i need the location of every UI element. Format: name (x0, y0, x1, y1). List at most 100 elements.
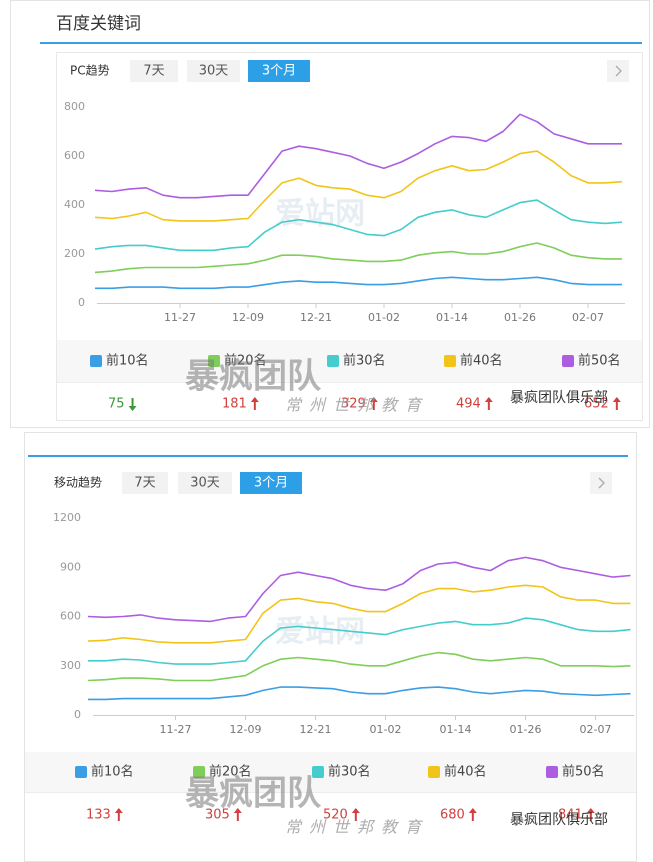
legend-label: 前50名 (562, 764, 605, 780)
y-tick-label: 400 (64, 198, 85, 211)
y-tick-label: 300 (60, 659, 81, 672)
tab-label[interactable]: 3个月 (262, 64, 296, 79)
legend-swatch (562, 355, 574, 367)
legend-label: 前20名 (224, 353, 267, 369)
series-line (94, 113, 622, 199)
x-tick-label: 12-21 (300, 723, 332, 736)
trend-arrow-head (233, 808, 242, 813)
y-tick-label: 600 (64, 149, 85, 162)
legend-swatch (444, 355, 456, 367)
next-button[interactable] (607, 60, 629, 82)
legend-row (57, 340, 642, 382)
legend-swatch (75, 766, 87, 778)
tab[interactable] (248, 60, 310, 82)
x-tick-label: 01-02 (370, 723, 402, 736)
series-line (87, 651, 631, 682)
x-tick-label: 11-27 (160, 723, 192, 736)
legend-swatch (546, 766, 558, 778)
watermark: 常州世邦教育 (285, 396, 429, 415)
trend-arrow-head (250, 397, 259, 402)
legend-swatch (90, 355, 102, 367)
legend-label: 前40名 (460, 353, 503, 369)
legend-label: 前10名 (91, 764, 134, 780)
x-tick-label: 01-02 (368, 311, 400, 324)
tab-label[interactable]: 7天 (143, 64, 164, 79)
series-line (88, 686, 631, 701)
next-button[interactable] (590, 472, 612, 494)
x-tick-label: 12-21 (300, 311, 332, 324)
series-line (94, 150, 623, 222)
legend-row (25, 752, 636, 792)
series-line (94, 199, 623, 252)
series-line (87, 556, 631, 623)
tab[interactable] (178, 472, 232, 494)
y-tick-label: 200 (64, 247, 85, 260)
next-arrow (598, 477, 605, 489)
tab-label[interactable]: 30天 (190, 476, 220, 491)
panel-label: PC趋势 (70, 64, 110, 78)
x-tick-label: 01-14 (440, 723, 472, 736)
tab[interactable] (122, 472, 168, 494)
x-tick-label: 12-09 (230, 723, 262, 736)
x-tick-label: 02-07 (580, 723, 612, 736)
legend-swatch (327, 355, 339, 367)
watermark: 常州世邦教育 (285, 818, 429, 837)
trend-arrow-head (351, 808, 360, 813)
watermark: 暴疯团队 (185, 774, 322, 814)
tab-label[interactable]: 7天 (134, 476, 155, 491)
trend-arrow-head (369, 397, 378, 402)
trend-arrow-head (114, 808, 123, 813)
latest-value: 680 (440, 808, 465, 823)
tab[interactable] (130, 60, 178, 82)
series-line (95, 276, 622, 290)
latest-value: 75 (108, 397, 125, 412)
latest-value: 181 (222, 397, 247, 412)
latest-value: 652 (584, 397, 609, 412)
y-tick-label: 0 (74, 708, 81, 721)
legend-swatch (312, 766, 324, 778)
latest-value: 520 (323, 808, 348, 823)
tab-label[interactable]: 3个月 (254, 476, 288, 491)
legend-label: 前30名 (328, 764, 371, 780)
legend-label: 前40名 (444, 764, 487, 780)
trend-arrow-head (586, 808, 595, 813)
latest-value: 329 (341, 397, 366, 412)
tab[interactable] (240, 472, 302, 494)
x-tick-label: 02-07 (572, 311, 604, 324)
panel-label: 移动趋势 (54, 476, 102, 490)
latest-value: 494 (456, 397, 481, 412)
tab[interactable] (187, 60, 240, 82)
watermark: 暴疯团队俱乐部 (510, 390, 608, 406)
x-tick-label: 12-09 (232, 311, 264, 324)
chart-watermark: 爱站网 (275, 197, 365, 232)
legend-label: 前10名 (106, 353, 149, 369)
legend-label: 前20名 (209, 764, 252, 780)
watermark: 暴疯团队俱乐部 (510, 812, 608, 828)
page-title: 百度关键词 (56, 14, 141, 34)
latest-value: 841 (558, 808, 583, 823)
next-arrow (615, 65, 622, 77)
legend-label: 前50名 (578, 353, 621, 369)
y-tick-label: 0 (78, 296, 85, 309)
series-line (94, 242, 622, 274)
latest-value: 305 (205, 808, 230, 823)
series-line (88, 617, 631, 665)
series-line (87, 584, 631, 644)
y-tick-label: 900 (60, 560, 81, 573)
latest-value: 133 (86, 808, 111, 823)
legend-swatch (193, 766, 205, 778)
legend-swatch (208, 355, 220, 367)
y-tick-label: 600 (60, 610, 81, 623)
trend-arrow-head (128, 406, 137, 411)
x-tick-label: 01-26 (504, 311, 536, 324)
y-tick-label: 800 (64, 100, 85, 113)
y-tick-label: 1200 (53, 511, 81, 524)
tab-label[interactable]: 30天 (199, 64, 229, 79)
trend-arrow-head (468, 808, 477, 813)
x-tick-label: 01-14 (436, 311, 468, 324)
legend-label: 前30名 (343, 353, 386, 369)
trend-arrow-head (612, 397, 621, 402)
watermark: 暴疯团队 (185, 357, 322, 397)
trend-arrow-head (484, 397, 493, 402)
